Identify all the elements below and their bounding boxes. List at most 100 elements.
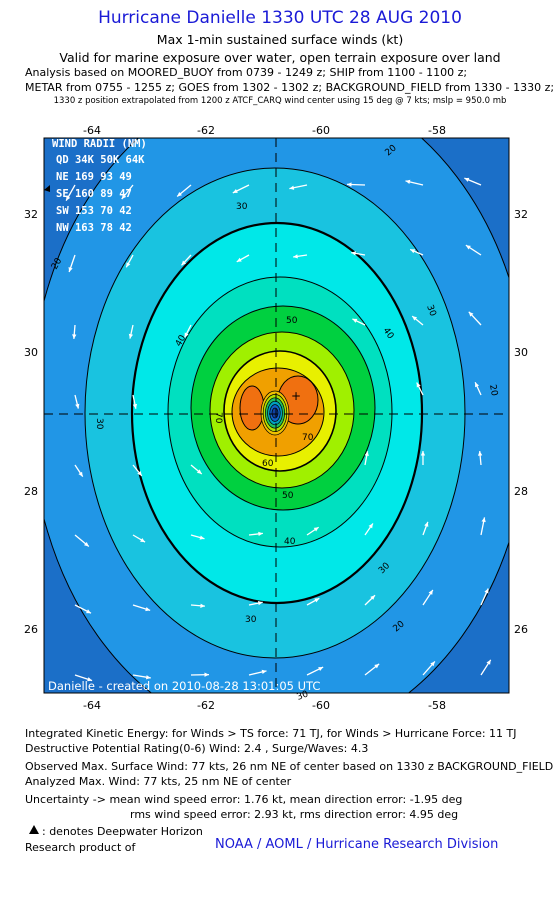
contour-label: 70	[213, 412, 223, 424]
lat-tick-right: 32	[514, 208, 528, 221]
wind-vector-head	[236, 257, 242, 262]
wind-vector-head	[351, 251, 357, 256]
wind-vector-head	[68, 267, 73, 273]
contour-label: 30	[236, 202, 248, 212]
wind-vector-head	[289, 185, 295, 190]
wind-radii-header: QD 34K 50K 64K	[56, 154, 145, 166]
wind-vector-head	[313, 527, 319, 532]
wind-vector-head	[258, 531, 263, 537]
ike-line: Integrated Kinetic Energy: for Winds > T…	[25, 727, 517, 740]
wind-radii-title: WIND RADII (NM)	[52, 138, 147, 150]
wind-radii-row-ne: NE 169 93 49	[56, 171, 132, 183]
wind-vector-head	[72, 334, 77, 339]
wind-vector-head	[140, 537, 146, 543]
wind-vector-head	[475, 382, 480, 388]
contour-label: 30	[94, 418, 104, 430]
wind-vector-head	[424, 521, 429, 527]
wind-vector-head	[465, 245, 471, 250]
eye-ring	[271, 407, 279, 419]
lon-tick-top: -60	[312, 124, 330, 137]
wind-vector-head	[484, 588, 489, 594]
analyzed-max-line: Analyzed Max. Wind: 77 kts, 25 nm NE of …	[25, 775, 292, 788]
wind-vector-head	[364, 451, 369, 457]
deepwater-horizon-icon	[29, 825, 39, 834]
observed-max-line: Observed Max. Surface Wind: 77 kts, 26 n…	[25, 760, 554, 773]
wind-vector-head	[200, 603, 205, 608]
contour-label: 20	[487, 384, 499, 397]
wind-vector-head	[481, 517, 486, 523]
lat-tick-left: 32	[24, 208, 38, 221]
contour-label: 30	[296, 689, 310, 702]
lat-tick-right: 28	[514, 485, 528, 498]
deepwater-horizon-marker	[44, 185, 50, 192]
wind-vector-head	[410, 249, 416, 254]
uncertainty-line-1: Uncertainty -> mean wind speed error: 1.…	[25, 793, 463, 806]
wind-vector-head	[314, 598, 320, 603]
wind-vector-head	[420, 451, 426, 456]
hrd-link[interactable]: NOAA / AOML / Hurricane Research Divisio…	[215, 837, 499, 852]
wind-vector-head	[430, 661, 435, 667]
contour-label: 50	[286, 316, 298, 326]
lat-tick-left: 28	[24, 485, 38, 498]
wind-vector-head	[204, 672, 209, 677]
contour-label: 40	[284, 537, 296, 547]
wind-vector-head	[352, 318, 358, 323]
subtitle-exposure: Valid for marine exposure over water, op…	[59, 50, 501, 65]
wind-vector-head	[86, 609, 92, 614]
wind-vector-head	[464, 177, 470, 182]
lon-tick-bottom: -64	[83, 699, 101, 712]
analysis-line-2: METAR from 0755 - 1255 z; GOES from 1302…	[25, 81, 555, 94]
wind-vector-head	[181, 260, 187, 266]
wind-vector-head	[293, 254, 298, 259]
wind-radii-row-nw: NW 163 78 42	[56, 222, 132, 234]
wind-vector-head	[318, 667, 324, 672]
wind-vector-head	[78, 471, 83, 477]
wind-vector-head	[84, 541, 89, 547]
wind-vector-head	[347, 182, 352, 187]
lon-tick-bottom: -62	[197, 699, 215, 712]
lat-tick-right: 26	[514, 623, 528, 636]
wind-vector-head	[405, 179, 411, 184]
wind-vector-head	[145, 606, 151, 612]
contour-label: 60	[262, 459, 274, 469]
wind-vector-head	[468, 311, 474, 317]
lat-tick-left: 26	[24, 623, 38, 636]
wind-vector-head	[370, 595, 376, 600]
wind-vector-head	[184, 332, 189, 338]
subtitle-units: Max 1-min sustained surface winds (kt)	[156, 32, 404, 47]
wind-vector-head	[199, 535, 205, 540]
wind-vector-head	[196, 469, 202, 474]
wind-vector-head	[177, 191, 182, 197]
lon-tick-bottom: -60	[312, 699, 330, 712]
contour-label: 50	[282, 491, 294, 501]
wind-vector-head	[121, 194, 127, 200]
contour-label: 30	[424, 304, 437, 318]
wind-vector-head	[145, 675, 151, 680]
deepwater-legend: : denotes Deepwater Horizon	[42, 825, 203, 838]
wind-vector-head	[486, 659, 491, 665]
uncertainty-line-2: rms wind speed error: 2.93 kt, rms direc…	[130, 808, 459, 821]
wind-vector-head	[261, 669, 267, 674]
lon-tick-bottom: -58	[428, 699, 446, 712]
page-title: Hurricane Danielle 1330 UTC 28 AUG 2010	[98, 8, 462, 28]
contour-label: 30	[245, 615, 257, 625]
axis-labels: -64 -62 -60 -58 -64 -62 -60 -58 32 30 28…	[24, 124, 528, 712]
wind-radii-row-sw: SW 153 70 42	[56, 205, 132, 217]
wind-vector-head	[232, 188, 238, 193]
wind-vectors	[65, 177, 492, 682]
wind-vector-head	[477, 451, 483, 456]
contour-label: 70	[302, 433, 314, 443]
wind-vector-head	[412, 316, 418, 321]
wind-vector-head	[416, 382, 421, 388]
lat-tick-right: 30	[514, 346, 528, 359]
wind-vector-head	[257, 601, 263, 606]
position-note: 1330 z position extrapolated from 1200 z…	[53, 96, 507, 106]
wind-vector-head	[428, 589, 433, 595]
eye-rings	[260, 390, 290, 436]
wind-vector-head	[374, 663, 380, 669]
research-label: Research product of	[25, 841, 136, 854]
wind-vector-head	[132, 403, 138, 409]
max-wind-marker: +	[291, 389, 301, 403]
lat-tick-left: 30	[24, 346, 38, 359]
